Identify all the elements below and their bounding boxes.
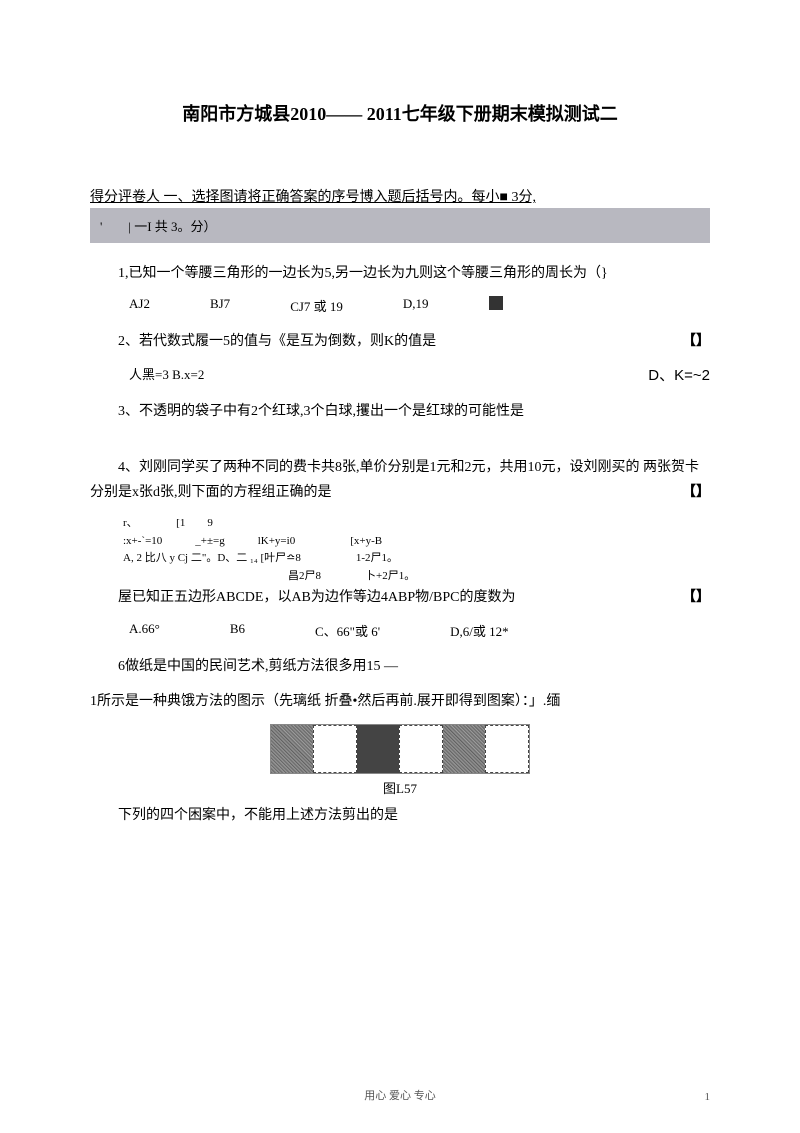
q4-eq3: A, 2 比八 y Cj 二"。D、二 ₁₄ [叶尸≏8 1-2尸1。: [123, 550, 710, 568]
q4-eq1: r、 [1 9: [123, 515, 710, 533]
q4-eq4: 昌2尸8 卜+2尸1。: [123, 568, 710, 586]
q4-text: 4、刘刚同学买了两种不同的费卡共8张,单价分别是1元和2元，共用10元，设刘刚买…: [90, 460, 699, 500]
question-4: 4、刘刚同学买了两种不同的费卡共8张,单价分别是1元和2元，共用10元，设刘刚买…: [90, 455, 710, 505]
q1-opt-d: D,19: [403, 296, 429, 315]
footer-text: 用心 爱心 专心: [0, 1087, 800, 1103]
q1-opt-b: BJ7: [210, 296, 230, 315]
q5-bracket: 【】: [654, 585, 710, 610]
question-3: 3、不透明的袋子中有2个红球,3个白球,攫出一个是红球的可能性是: [90, 399, 710, 424]
document-title: 南阳市方城县2010—— 2011七年级下册期末模拟测试二: [90, 100, 710, 126]
black-square-icon: [489, 296, 503, 310]
q2-opt-d: D、K=~2: [648, 364, 710, 385]
q5-opt-a: A.66°: [129, 621, 160, 640]
question-5-options: A.66° B6 C、66"或 6' D,6/或 12*: [129, 621, 710, 640]
q2-text: 2、若代数式履一5的值与《是互为倒数，则K的值是: [118, 334, 436, 349]
strip-cell-3: [357, 725, 399, 773]
q5-opt-d: D,6/或 12*: [450, 621, 509, 640]
highlight-box: ' | 一I 共 3。分）: [90, 208, 710, 243]
question-2: 2、若代数式履一5的值与《是互为倒数，则K的值是 【】: [90, 329, 710, 354]
strip-cell-5: [443, 725, 485, 773]
strip-cell-4: [399, 725, 443, 773]
question-6-line3: 下列的四个困案中，不能用上述方法剪出的是: [90, 803, 710, 828]
figure-label: 图L57: [90, 778, 710, 797]
page-number: 1: [705, 1091, 711, 1103]
strip-cell-6: [485, 725, 529, 773]
strip-cell-2: [313, 725, 357, 773]
question-6-line2: 1所示是一种典饿方法的图示（先璃纸 折叠•然后再前.展开即得到图案）：」.缅: [90, 689, 710, 714]
q5-opt-b: B6: [230, 621, 245, 640]
q2-opt-a: 人黑=3 B.x=2: [129, 364, 204, 385]
q2-bracket: 【】: [654, 329, 710, 354]
q1-opt-a: AJ2: [129, 296, 150, 315]
q5-text: 屋已知正五边形ABCDE，以AB为边作等边4ABP物/BPC的度数为: [118, 590, 515, 605]
question-1: 1,已知一个等腰三角形的一边长为5,另一边长为九则这个等腰三角形的周长为（}: [90, 261, 710, 286]
q5-opt-c: C、66"或 6': [315, 621, 380, 640]
paper-fold-diagram: [270, 724, 530, 774]
q4-bracket: 【】: [654, 480, 710, 505]
strip-cell-1: [271, 725, 313, 773]
question-6-line1: 6做纸是中国的民间艺术,剪纸方法很多用15 —: [90, 654, 710, 679]
q1-opt-c: CJ7 或 19: [290, 296, 343, 315]
question-2-options: 人黑=3 B.x=2 D、K=~2: [129, 364, 710, 385]
section-header: 得分评卷人 一、选择图请将正确答案的序号博入题后括号内。每小■ 3分,: [90, 186, 710, 206]
question-5: 屋已知正五边形ABCDE，以AB为边作等边4ABP物/BPC的度数为 【】: [90, 585, 710, 610]
q4-eq2: :x+-`=10 _+±=g lK+y=i0 [x+y-B: [123, 533, 710, 551]
question-1-options: AJ2 BJ7 CJ7 或 19 D,19: [129, 296, 710, 315]
